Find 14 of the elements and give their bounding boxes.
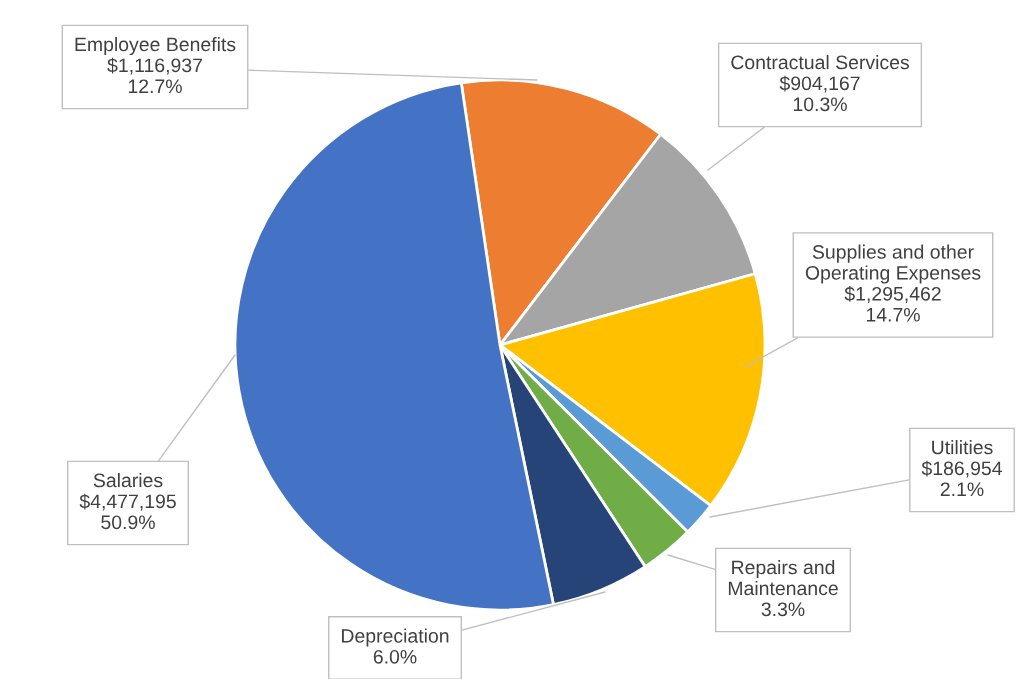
slice-label: Employee Benefits xyxy=(75,36,236,56)
data-label: $1,116,937 12.7% xyxy=(107,57,202,94)
slice-label: Repairs and Maintenance xyxy=(728,559,838,596)
data-label: 3.3% xyxy=(761,602,805,617)
slice-label: Supplies and other Operating Expenses xyxy=(805,244,981,284)
slice-label: Utilities xyxy=(932,439,993,455)
data-label: $1,295,462 14.7% xyxy=(844,286,941,322)
data-label: $4,477,195 50.9% xyxy=(79,493,176,530)
data-label: $186,954 2.1% xyxy=(921,460,1002,497)
slice-label: Salaries xyxy=(93,472,163,488)
slice-label: Contractual Services xyxy=(731,54,909,70)
slice-label: Depreciation xyxy=(342,628,449,647)
data-label: $904,167 10.3% xyxy=(779,75,860,112)
data-label: 6.0% xyxy=(373,649,417,664)
